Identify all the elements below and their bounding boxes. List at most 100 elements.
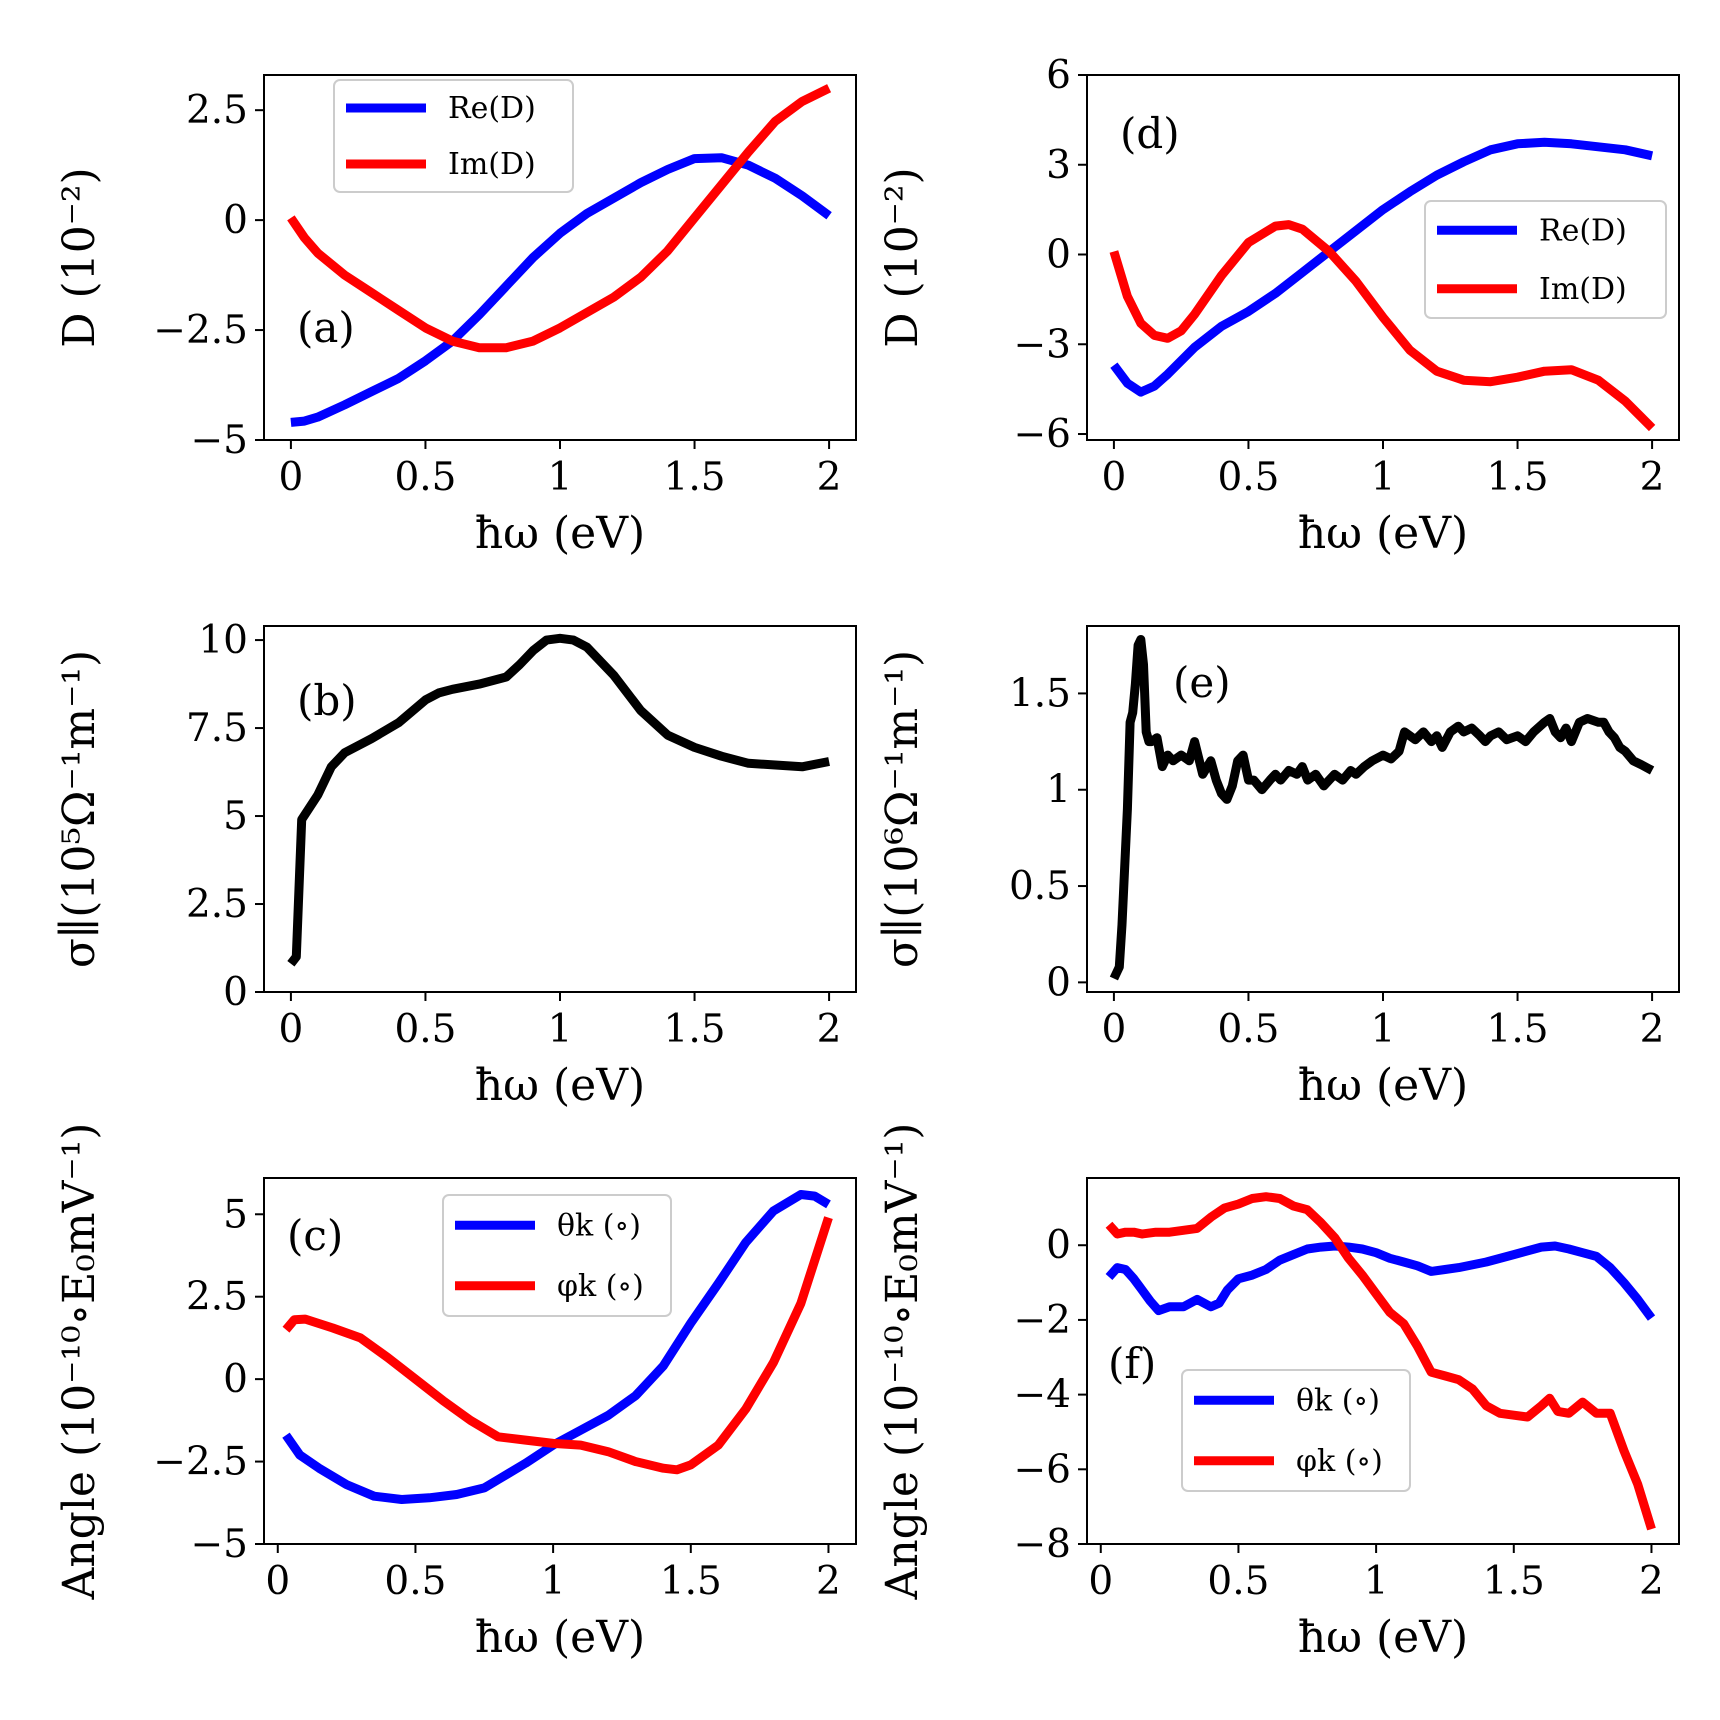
x-tick-label: 0.5 [384,1559,446,1604]
legend-a: Re(D) Im(D) [333,79,574,193]
y-tick-label: 5 [223,1192,248,1237]
y-tick-label: −3 [1014,322,1072,367]
x-tick-label: 2 [1640,1007,1665,1052]
x-tick-label: 1.5 [1483,1559,1545,1604]
y-axis-label: D (10⁻²) [877,167,928,347]
y-tick-label: 10 [198,618,248,663]
panel-tag: (d) [1120,109,1180,158]
y-tick-label: 0 [1046,1223,1071,1268]
y-tick-label: −2.5 [153,1440,248,1485]
x-tick-label: 0.5 [1217,455,1279,500]
x-tick-label: 2 [817,1007,842,1052]
x-tick-label: 1.5 [1487,1007,1549,1052]
x-axis-label: ħω (eV) [475,1612,645,1663]
x-tick-label: 1 [548,455,573,500]
panel-e: 0 0.5 1 1.5 2 0 0.5 1 1.5 ħω (eV) σ∥(10⁶Ω⁻¹m⁻¹) (e) [877,625,1680,1111]
y-tick-label: −4 [1014,1373,1072,1418]
legend-label: Re(D) [448,91,536,126]
plot-frame-c [263,1177,857,1545]
x-tick-label: 0.5 [1207,1559,1269,1604]
y-tick-label: 0 [1046,960,1071,1005]
x-tick-label: 2 [1640,455,1665,500]
x-tick-label: 1 [1371,455,1396,500]
x-axis-label: ħω (eV) [1298,1612,1468,1663]
panel-tag: (f) [1108,1339,1156,1388]
x-tick-label: 1.5 [660,1559,722,1604]
x-tick-label: 0 [1101,1007,1126,1052]
legend-label: Im(D) [448,147,536,182]
x-tick-label: 1 [541,1559,566,1604]
x-tick-label: 2 [816,1559,841,1604]
y-tick-label: −2.5 [153,308,248,353]
x-axis-label: ħω (eV) [475,508,645,559]
y-tick-label: 0 [1046,233,1071,278]
legend-label: φk (∘) [557,1269,644,1304]
legend-label: θk (∘) [557,1208,641,1243]
x-tick-label: 0 [278,1007,303,1052]
y-tick-label: 3 [1046,143,1071,188]
y-tick-label: 0 [223,970,248,1015]
series-line-b-0 [287,633,830,967]
legend-c: θk (∘) φk (∘) [442,1194,672,1317]
y-axis-label: σ∥(10⁵Ω⁻¹m⁻¹) [54,650,105,968]
x-tick-label: 1 [1364,1559,1389,1604]
series-line-f-1 [1105,1192,1656,1531]
x-tick-label: 0 [265,1559,290,1604]
y-axis-label: Angle (10⁻¹⁰∘E₀mV⁻¹) [54,1123,105,1601]
y-tick-label: 2.5 [186,882,248,927]
x-tick-label: 0 [1101,455,1126,500]
y-tick-label: 0 [223,1357,248,1402]
x-axis-label: ħω (eV) [475,1060,645,1111]
x-axis-label: ħω (eV) [1298,508,1468,559]
panel-f: 0 0.5 1 1.5 2 −8 −6 −4 −2 0 ħω (eV) Angle (10⁻¹⁰∘E₀… [877,1123,1680,1663]
series-line-e-0 [1109,635,1655,981]
x-axis-label: ħω (eV) [1298,1060,1468,1111]
y-tick-label: 5 [223,794,248,839]
panel-tag: (b) [297,676,357,725]
y-axis-label: σ∥(10⁶Ω⁻¹m⁻¹) [877,650,928,968]
y-tick-label: 2.5 [186,1275,248,1320]
series-line-f-0 [1105,1241,1656,1321]
panel-tag: (e) [1173,658,1231,707]
series-line-a-1 [287,84,832,353]
plot-frame-f [1086,1177,1680,1545]
y-tick-label: −8 [1014,1522,1072,1567]
x-tick-label: 0 [278,455,303,500]
x-tick-label: 1.5 [664,455,726,500]
panel-tag: (a) [297,303,355,352]
legend-label: θk (∘) [1296,1383,1380,1418]
series-line-d-0 [1110,137,1654,397]
panel-d: 0 0.5 1 1.5 2 −6 −3 0 3 6 ħω (eV) D (10⁻²) (d) Re(D) I… [877,53,1680,559]
y-tick-label: −6 [1014,1447,1072,1492]
x-tick-label: 1.5 [664,1007,726,1052]
panel-tag: (c) [287,1211,343,1260]
y-tick-label: 6 [1046,53,1071,98]
x-tick-label: 1 [1371,1007,1396,1052]
series-line-c-1 [282,1216,833,1475]
x-tick-label: 1.5 [1487,455,1549,500]
y-tick-label: 7.5 [186,706,248,751]
legend-label: Re(D) [1539,213,1627,248]
x-tick-label: 0.5 [1217,1007,1279,1052]
panel-c: 0 0.5 1 1.5 2 −5 −2.5 0 2.5 5 ħω (eV) Angle (10⁻¹⁰∘… [54,1123,857,1663]
x-tick-label: 2 [1639,1559,1664,1604]
y-tick-label: 1 [1046,768,1071,813]
x-tick-label: 0.5 [394,455,456,500]
y-tick-label: 0 [223,198,248,243]
legend-d: Re(D) Im(D) [1424,200,1667,319]
y-tick-label: 0.5 [1009,864,1071,909]
y-tick-label: −5 [191,418,249,463]
y-tick-label: −5 [191,1522,249,1567]
x-tick-label: 0 [1088,1559,1113,1604]
y-axis-label: D (10⁻²) [54,167,105,347]
y-axis-label: Angle (10⁻¹⁰∘E₀mV⁻¹) [877,1123,928,1601]
legend-label: Im(D) [1539,272,1627,307]
legend-label: φk (∘) [1296,1444,1383,1479]
y-tick-label: −2 [1014,1298,1072,1343]
y-tick-label: −6 [1014,412,1072,457]
x-tick-label: 2 [817,455,842,500]
y-tick-label: 1.5 [1009,671,1071,716]
x-tick-label: 0.5 [394,1007,456,1052]
y-tick-label: 2.5 [186,88,248,133]
